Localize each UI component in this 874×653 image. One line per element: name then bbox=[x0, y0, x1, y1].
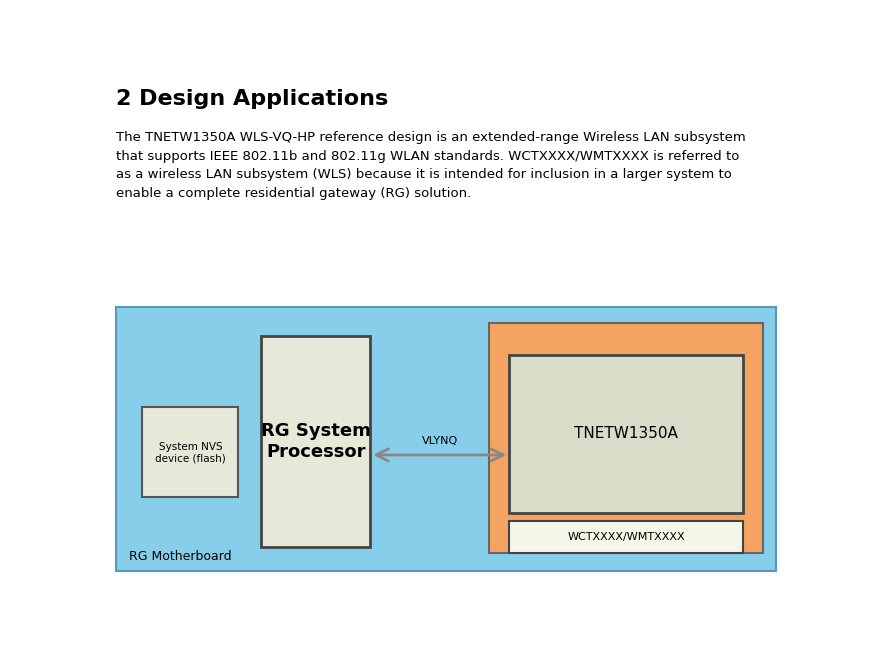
Text: 2 Design Applications: 2 Design Applications bbox=[116, 89, 388, 110]
Bar bbox=[509, 521, 744, 552]
Text: TNETW1350A: TNETW1350A bbox=[574, 426, 678, 441]
Text: RG System
Processor: RG System Processor bbox=[260, 422, 371, 461]
FancyArrowPatch shape bbox=[376, 449, 503, 461]
Bar bbox=[142, 407, 239, 497]
Text: The TNETW1350A WLS-VQ-HP reference design is an extended-range Wireless LAN subs: The TNETW1350A WLS-VQ-HP reference desig… bbox=[116, 131, 746, 200]
Text: VLYNQ: VLYNQ bbox=[421, 436, 458, 446]
Text: WCTXXXX/WMTXXXX: WCTXXXX/WMTXXXX bbox=[567, 532, 685, 542]
Text: RG Motherboard: RG Motherboard bbox=[129, 550, 232, 563]
Bar bbox=[261, 336, 371, 547]
Text: System NVS
device (flash): System NVS device (flash) bbox=[155, 441, 225, 463]
Bar bbox=[116, 307, 776, 571]
Bar bbox=[509, 355, 744, 513]
Bar bbox=[489, 323, 763, 552]
